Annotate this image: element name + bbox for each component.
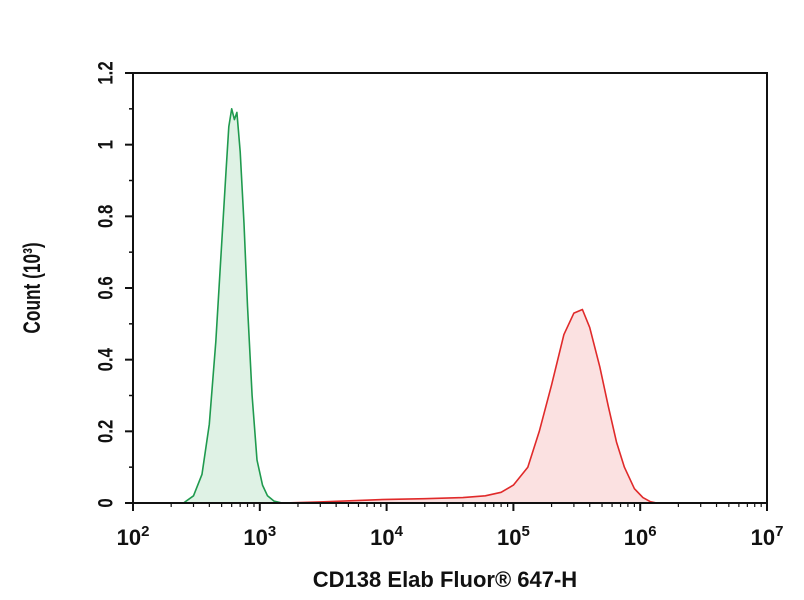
y-tick-label: 0.6 (95, 276, 118, 299)
x-tick-label: 106 (624, 523, 657, 550)
series-1-line (183, 108, 283, 504)
y-tick-label: 1.2 (95, 61, 118, 84)
y-axis-title: Count (10³) (19, 242, 45, 333)
y-tick-label: 0.8 (95, 205, 118, 228)
x-tick-label: 105 (497, 523, 530, 550)
y-axis: 0 0.2 0.4 0.6 0.8 1 1.2 (95, 61, 133, 508)
y-tick-label: 0.4 (95, 348, 118, 372)
series-2-fill (282, 309, 657, 503)
y-tick-label: 0.2 (95, 420, 118, 443)
x-tick-label: 107 (751, 523, 784, 550)
series-layer (183, 108, 657, 504)
x-axis-title: CD138 Elab Fluor® 647-H (313, 567, 577, 592)
series-2-line (282, 308, 657, 504)
x-tick-label: 104 (370, 523, 403, 550)
series-1-fill (183, 108, 283, 504)
y-tick-label: 0 (95, 498, 118, 507)
y-tick-label: 1 (95, 140, 118, 150)
x-tick-label: 103 (243, 523, 276, 550)
x-axis: 102 103 104 105 106 107 (117, 503, 784, 550)
x-tick-label: 102 (117, 523, 150, 550)
